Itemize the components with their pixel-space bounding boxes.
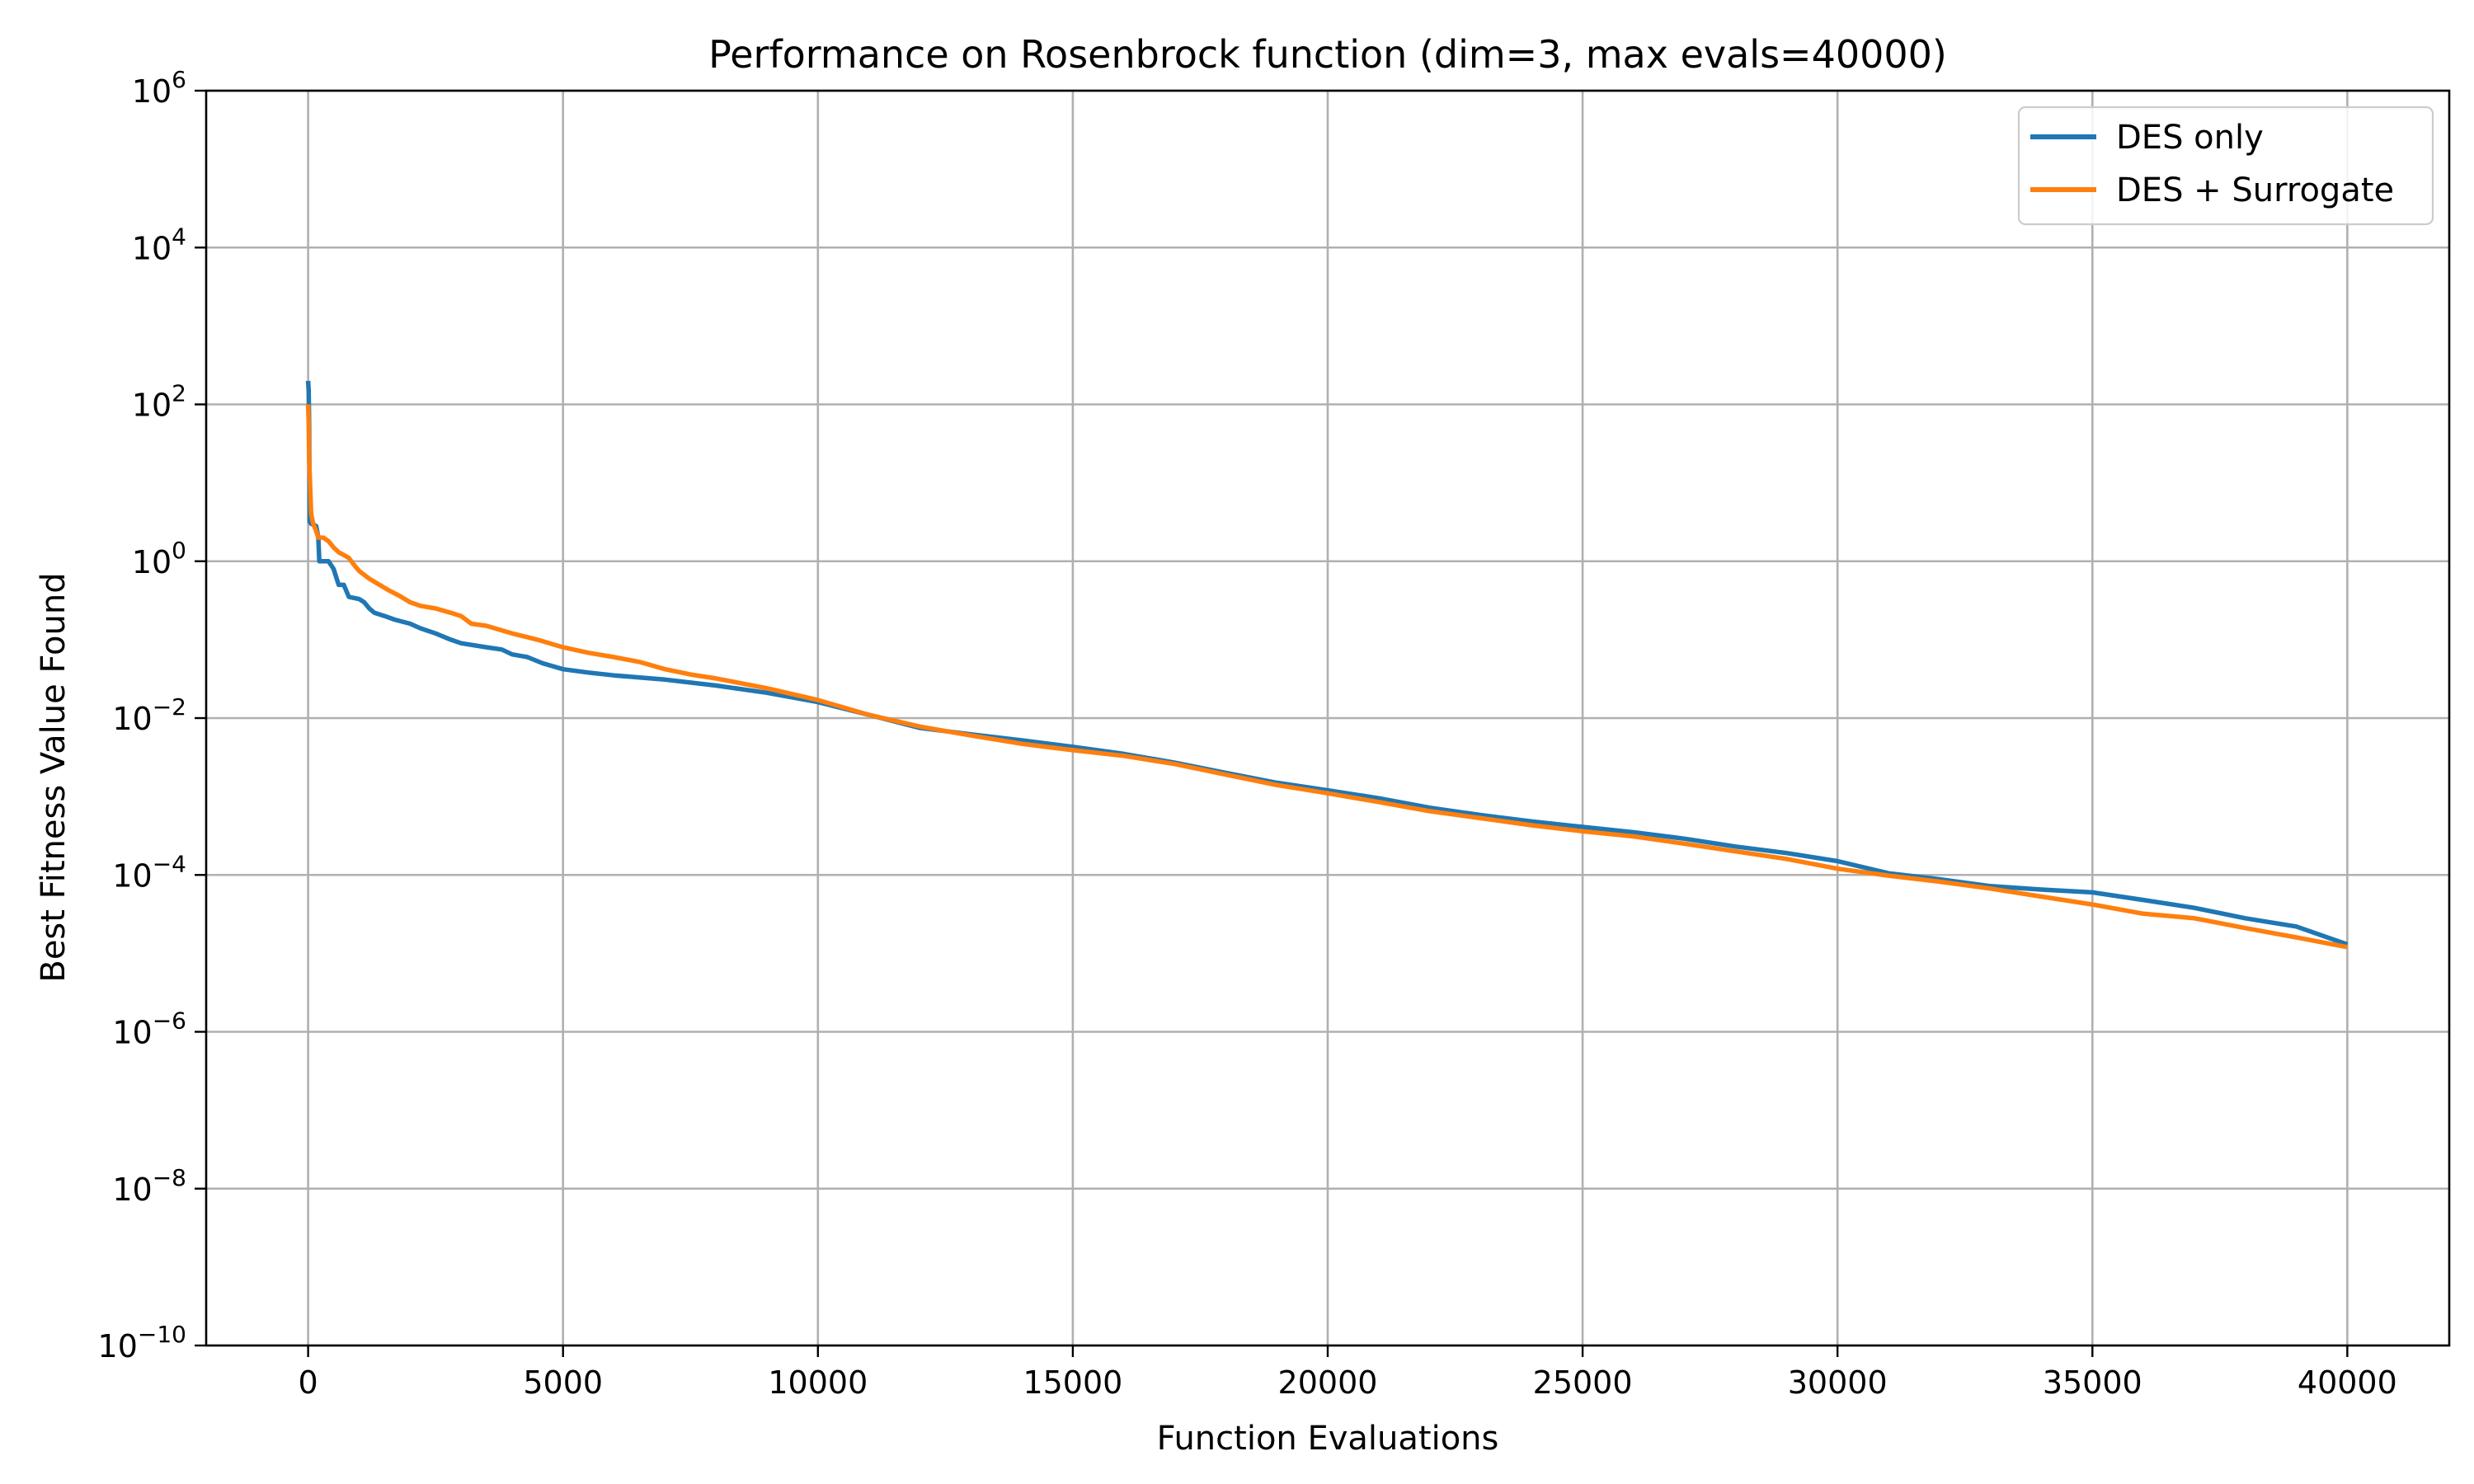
x-tick-label: 0: [299, 1364, 318, 1401]
y-axis-label: Best Fitness Value Found: [35, 572, 73, 982]
x-tick-label: 10000: [768, 1364, 868, 1401]
chart-title: Performance on Rosenbrock function (dim=…: [708, 32, 1947, 77]
y-tick-label: 102: [132, 380, 186, 424]
x-tick-label: 20000: [1278, 1364, 1378, 1401]
x-axis-label: Function Evaluations: [1157, 1420, 1499, 1458]
x-tick-label: 40000: [2298, 1364, 2397, 1401]
y-tick-label: 104: [132, 223, 186, 266]
x-tick-label: 25000: [1533, 1364, 1633, 1401]
series-line-des-surrogate: [305, 404, 2348, 950]
y-axis-ticks: 10−10 10−8 10−6 10−4 10−2 100 102 104 106: [98, 66, 206, 1364]
y-tick-label: 10−8: [112, 1164, 186, 1208]
series-line-des-only: [305, 380, 2349, 947]
x-tick-label: 30000: [1788, 1364, 1888, 1401]
legend-box: [2017, 106, 2434, 226]
y-tick-label: 106: [132, 66, 186, 110]
legend-label: DES + Surrogate: [2116, 171, 2394, 209]
legend-label: DES only: [2116, 119, 2264, 157]
y-tick-label: 10−4: [112, 850, 186, 894]
series-layer: [305, 380, 2349, 950]
y-tick-label: 10−10: [98, 1321, 186, 1364]
x-tick-label: 5000: [523, 1364, 603, 1401]
y-tick-label: 10−6: [112, 1007, 186, 1051]
grid: [206, 89, 2449, 1347]
y-tick-label: 10−2: [112, 693, 186, 737]
x-tick-label: 35000: [2043, 1364, 2142, 1401]
x-tick-label: 15000: [1023, 1364, 1122, 1401]
x-axis-ticks: 0 5000 10000 15000 20000 25000 30000 35000 40000: [299, 1345, 2397, 1401]
legend: DES only DES + Surrogate: [2017, 106, 2434, 226]
y-tick-label: 100: [132, 537, 186, 580]
